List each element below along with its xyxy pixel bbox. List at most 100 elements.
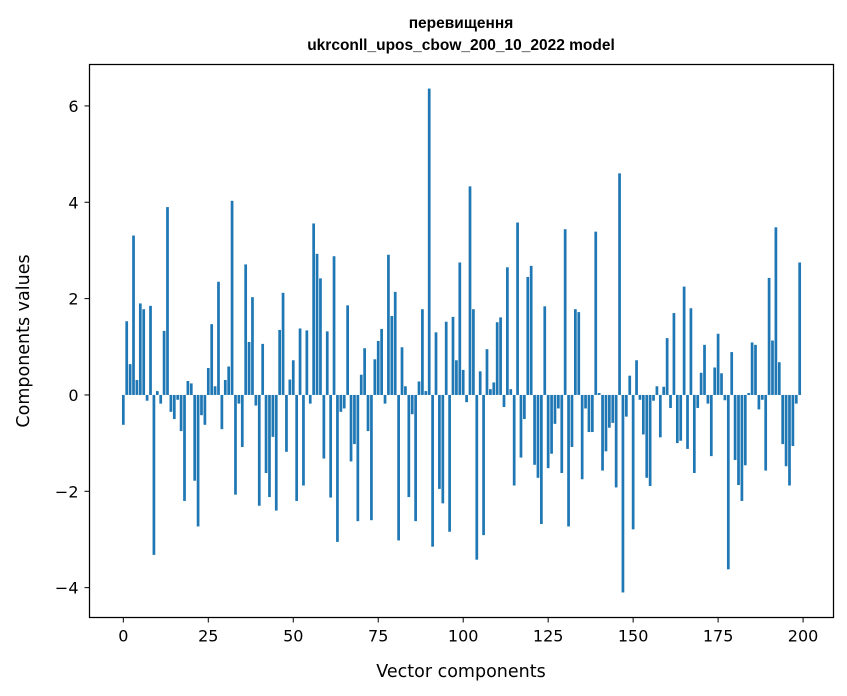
- bar: [363, 348, 366, 395]
- bar: [540, 394, 543, 525]
- x-tick-label: 150: [618, 627, 649, 646]
- bar: [590, 394, 594, 433]
- bar: [366, 394, 370, 432]
- bar: [383, 394, 387, 404]
- bar: [155, 391, 159, 395]
- bar: [159, 394, 163, 404]
- bar: [767, 277, 771, 395]
- bar: [183, 394, 186, 501]
- bar: [658, 394, 662, 438]
- bar: [570, 394, 574, 447]
- bar: [635, 360, 638, 395]
- bar: [162, 330, 166, 395]
- bar: [614, 394, 618, 488]
- bar: [356, 394, 360, 522]
- bar: [444, 321, 448, 395]
- bar: [601, 394, 604, 471]
- bar: [336, 394, 339, 542]
- bar: [142, 309, 146, 395]
- bar: [461, 369, 465, 395]
- bar: [580, 394, 584, 480]
- bar: [584, 394, 587, 409]
- bar: [713, 367, 717, 395]
- bar: [380, 328, 383, 395]
- bar: [506, 267, 509, 395]
- bar: [404, 386, 407, 395]
- bar: [414, 394, 417, 522]
- bar: [213, 386, 217, 395]
- bar: [121, 394, 125, 425]
- bar: [624, 394, 628, 417]
- bar: [495, 322, 499, 395]
- bar: [641, 394, 645, 435]
- bar: [434, 332, 438, 395]
- bar: [193, 394, 197, 481]
- bar: [665, 338, 669, 395]
- x-tick-label: 200: [788, 627, 819, 646]
- bar: [247, 341, 251, 395]
- x-axis-label: Vector components: [376, 662, 545, 682]
- bar: [628, 375, 632, 395]
- bar: [618, 173, 621, 395]
- y-tick-label: 2: [68, 290, 78, 309]
- bar: [278, 329, 282, 395]
- bar: [489, 389, 492, 395]
- bar: [223, 380, 227, 395]
- x-tick-label: 100: [448, 627, 479, 646]
- bar: [346, 305, 349, 395]
- bar: [512, 394, 516, 486]
- bar: [234, 394, 237, 495]
- bar: [526, 276, 530, 395]
- bar: [533, 394, 536, 465]
- bar: [285, 394, 288, 452]
- bar: [631, 394, 635, 530]
- bar: [468, 186, 472, 395]
- bar: [315, 253, 319, 395]
- bar: [679, 394, 683, 441]
- bar: [723, 394, 727, 401]
- bar: [438, 394, 441, 489]
- bar: [138, 303, 142, 395]
- bar: [264, 394, 268, 473]
- bar: [638, 394, 642, 400]
- bar: [240, 394, 244, 447]
- bar: [720, 373, 723, 395]
- bar: [176, 394, 180, 400]
- bar: [128, 364, 132, 395]
- bar: [254, 394, 258, 406]
- bar: [455, 360, 458, 395]
- bar: [516, 222, 519, 395]
- bar-series: [121, 88, 802, 593]
- bar: [560, 394, 564, 473]
- bar: [757, 394, 761, 410]
- bar: [737, 394, 740, 486]
- bar: [543, 306, 547, 395]
- bar: [478, 371, 482, 395]
- y-axis-label: Components values: [14, 254, 34, 427]
- bar: [750, 342, 754, 395]
- x-tick-label: 25: [198, 627, 218, 646]
- y-tick-label: −4: [55, 579, 79, 598]
- bar: [607, 394, 611, 428]
- bar: [645, 394, 649, 478]
- bar: [692, 394, 696, 473]
- plot-frame: [88, 63, 835, 619]
- x-tick-label: 175: [703, 627, 734, 646]
- bar: [798, 262, 802, 395]
- bar: [186, 380, 190, 395]
- bar: [166, 207, 169, 395]
- bar: [237, 394, 241, 404]
- bar: [319, 278, 322, 395]
- bar: [203, 394, 207, 425]
- bar: [322, 394, 326, 459]
- bar: [567, 394, 570, 527]
- bar: [217, 281, 220, 395]
- bar: [472, 309, 475, 395]
- bar: [689, 308, 693, 395]
- y-axis-ticks: −4 −2 0 2 4 6: [55, 97, 90, 598]
- bar: [441, 394, 445, 504]
- bar: [189, 383, 193, 395]
- bar: [597, 393, 601, 395]
- bar: [696, 394, 700, 408]
- bar: [370, 394, 373, 521]
